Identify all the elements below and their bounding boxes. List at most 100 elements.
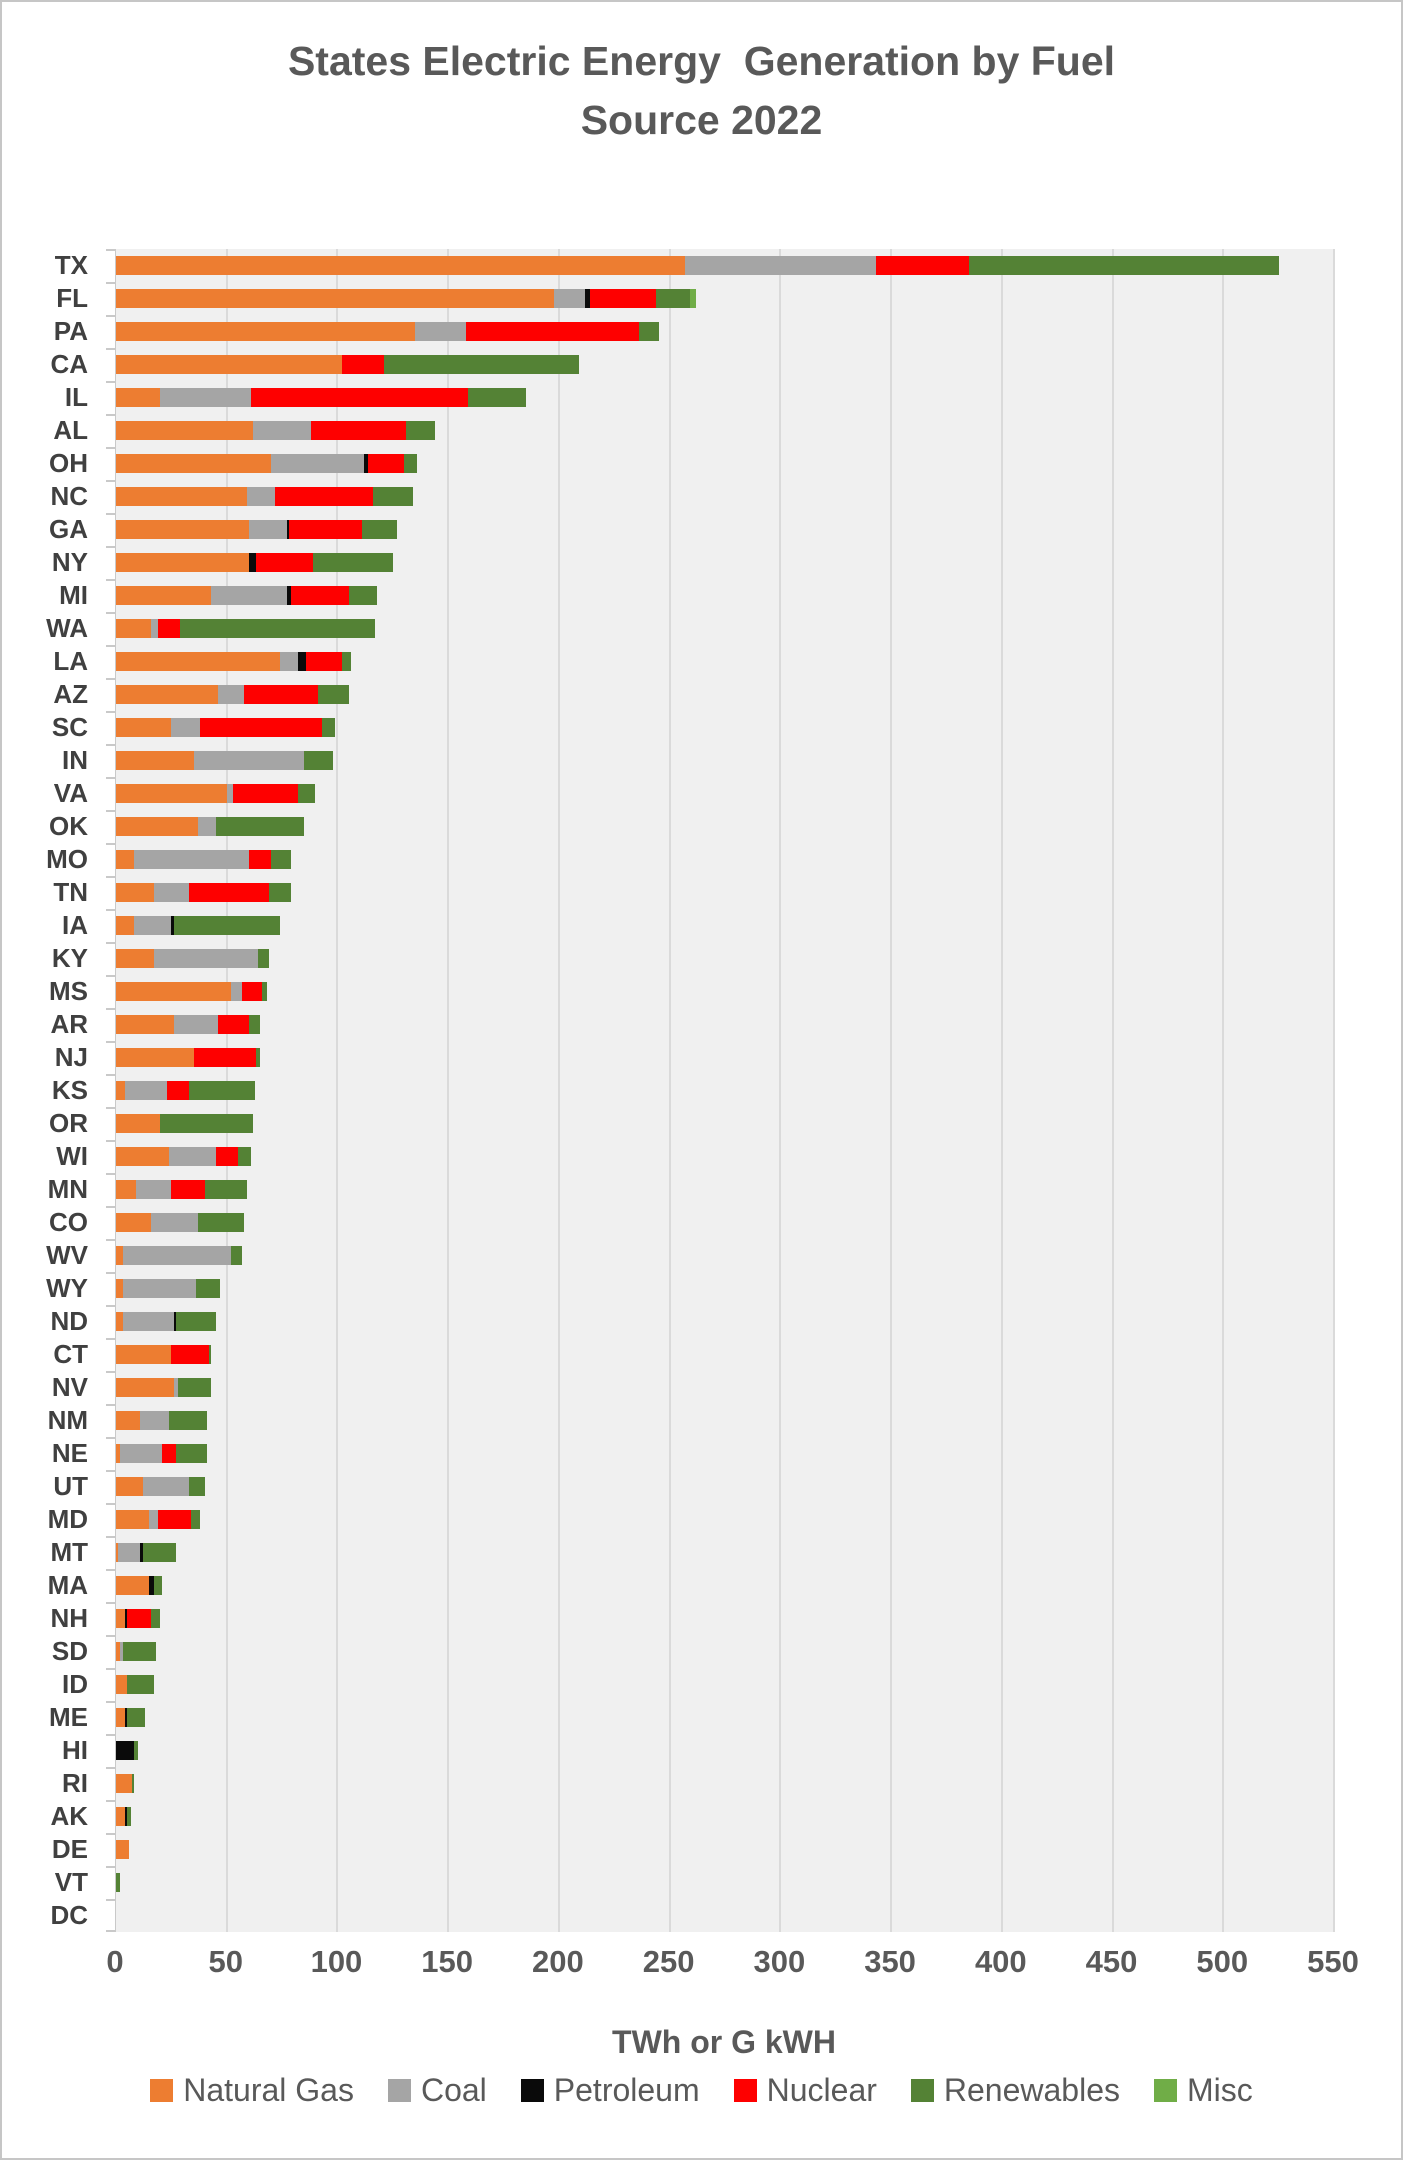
y-axis-tick — [106, 1206, 115, 1208]
y-axis-tick — [106, 942, 115, 944]
bar-row — [116, 1899, 1334, 1932]
y-axis-tick — [106, 1140, 115, 1142]
bar-segment-renewables — [169, 1411, 207, 1430]
x-gridline — [447, 249, 450, 1932]
y-axis-tick — [106, 249, 115, 251]
bar-segment-natural-gas — [116, 1246, 123, 1265]
bar-row — [116, 876, 1334, 909]
x-gridline — [890, 249, 893, 1932]
bar-row — [116, 1206, 1334, 1239]
bar-segment-natural-gas — [116, 1048, 194, 1067]
bar-row — [116, 1437, 1334, 1470]
bar-row — [116, 282, 1334, 315]
bar-segment-renewables — [304, 751, 333, 770]
y-axis-label-LA: LA — [53, 646, 88, 676]
legend-label: Natural Gas — [183, 2072, 354, 2108]
y-axis-label-UT: UT — [53, 1471, 88, 1501]
legend-label: Petroleum — [553, 2072, 700, 2108]
bar-segment-nuclear — [158, 619, 181, 638]
stacked-bar — [116, 1741, 139, 1760]
stacked-bar — [116, 1477, 205, 1496]
bar-segment-natural-gas — [116, 1378, 174, 1397]
bar-segment-natural-gas — [116, 355, 342, 374]
bar-segment-natural-gas — [116, 1609, 125, 1628]
bar-row — [116, 1800, 1334, 1833]
stacked-bar — [116, 619, 376, 638]
bar-segment-renewables — [142, 1543, 176, 1562]
bar-segment-petroleum — [248, 553, 256, 572]
bar-segment-natural-gas — [116, 916, 134, 935]
stacked-bar — [116, 718, 336, 737]
y-axis-tick — [106, 1338, 115, 1340]
bar-row — [116, 1272, 1334, 1305]
y-axis-label-ME: ME — [49, 1702, 88, 1732]
bar-segment-petroleum — [585, 289, 590, 308]
bar-segment-coal — [685, 256, 876, 275]
bar-row — [116, 579, 1334, 612]
bar-segment-renewables — [341, 652, 351, 671]
bar-row — [116, 744, 1334, 777]
bar-segment-nuclear — [217, 1015, 249, 1034]
bar-segment-renewables — [204, 1180, 247, 1199]
x-gridline — [336, 249, 339, 1932]
legend-swatch-icon — [520, 2079, 544, 2102]
bar-row — [116, 1569, 1334, 1602]
stacked-bar — [116, 1411, 207, 1430]
bar-segment-coal — [279, 652, 298, 671]
bar-segment-natural-gas — [116, 619, 152, 638]
bar-segment-coal — [151, 1213, 198, 1232]
y-axis-label-MO: MO — [46, 844, 88, 874]
x-gridline — [1111, 249, 1114, 1932]
stacked-bar — [116, 322, 659, 341]
y-axis-label-TN: TN — [53, 877, 88, 907]
bar-segment-coal — [149, 1510, 159, 1529]
stacked-bar — [116, 388, 526, 407]
bar-segment-renewables — [231, 1246, 243, 1265]
bar-segment-renewables — [317, 685, 349, 704]
stacked-bar — [116, 949, 269, 968]
y-axis-label-WA: WA — [46, 613, 88, 643]
bar-segment-coal — [173, 1378, 178, 1397]
bar-segment-natural-gas — [116, 784, 227, 803]
y-axis-label-MS: MS — [49, 976, 88, 1006]
bar-row — [116, 1173, 1334, 1206]
y-axis-tick — [106, 1404, 115, 1406]
legend-item: Petroleum — [520, 2072, 700, 2109]
bar-segment-natural-gas — [116, 454, 272, 473]
bar-segment-petroleum — [124, 1708, 128, 1727]
bar-segment-coal — [122, 1312, 174, 1331]
legend-item: Misc — [1154, 2072, 1253, 2109]
bar-segment-coal — [246, 487, 276, 506]
bar-segment-nuclear — [255, 553, 314, 572]
y-axis-label-SC: SC — [51, 712, 88, 742]
bar-row — [116, 1503, 1334, 1536]
stacked-bar — [116, 1213, 245, 1232]
x-axis-tick-label: 550 — [1307, 1944, 1359, 1979]
bar-row — [116, 414, 1334, 447]
bar-segment-petroleum — [286, 520, 289, 539]
bar-segment-natural-gas — [116, 817, 198, 836]
y-axis-tick — [106, 1536, 115, 1538]
legend-swatch-icon — [387, 2079, 411, 2102]
bar-row — [116, 1701, 1334, 1734]
bar-segment-natural-gas — [116, 1642, 121, 1661]
stacked-bar — [116, 1246, 243, 1265]
plot-area — [106, 249, 1335, 1932]
bar-segment-renewables — [175, 1444, 207, 1463]
bar-segment-renewables — [968, 256, 1279, 275]
y-axis-tick — [106, 810, 115, 812]
y-axis-label-WY: WY — [46, 1273, 88, 1303]
bar-segment-renewables — [468, 388, 526, 407]
legend-swatch-icon — [1154, 2079, 1177, 2102]
stacked-bar — [116, 685, 349, 704]
y-axis-tick — [106, 381, 115, 383]
bar-segment-natural-gas — [116, 1576, 150, 1595]
y-axis-label-PA: PA — [53, 316, 88, 346]
bar-row — [116, 1338, 1334, 1371]
bar-row — [116, 546, 1334, 579]
stacked-bar — [116, 883, 291, 902]
bar-segment-coal — [554, 289, 586, 308]
stacked-bar — [116, 520, 398, 539]
stacked-bar — [116, 454, 418, 473]
bar-segment-coal — [171, 718, 201, 737]
